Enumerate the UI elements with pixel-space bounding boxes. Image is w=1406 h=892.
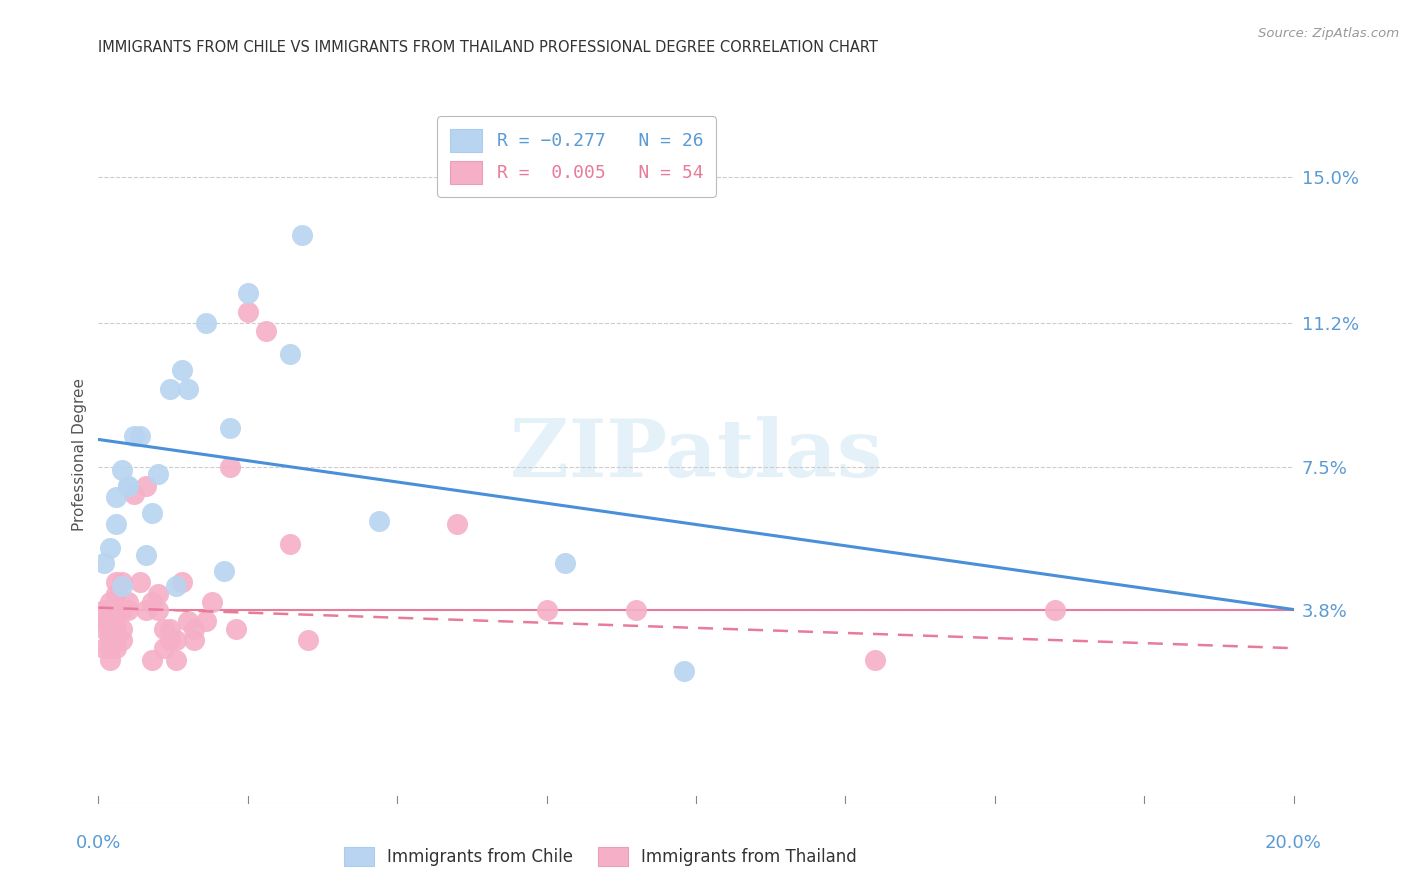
Point [105,614,128,628]
Point [105,641,128,656]
Point [219,421,242,435]
Point [195,317,218,331]
Point [673,665,696,679]
Point [111,575,134,590]
Point [148,602,170,616]
Point [141,653,163,667]
Point [105,587,128,601]
Point [172,363,194,377]
Point [212,564,235,578]
Point [159,382,181,396]
Point [278,347,301,361]
Point [165,633,187,648]
Point [135,479,157,493]
Point [536,602,558,616]
Text: Source: ZipAtlas.com: Source: ZipAtlas.com [1258,27,1399,40]
Legend: Immigrants from Chile, Immigrants from Thailand: Immigrants from Chile, Immigrants from T… [335,838,866,874]
Point [129,428,152,442]
Y-axis label: Professional Degree: Professional Degree [72,378,87,532]
Point [201,595,224,609]
Point [129,575,152,590]
Text: ZIPatlas: ZIPatlas [510,416,882,494]
Point [117,479,139,493]
Point [865,653,887,667]
Point [159,622,181,636]
Point [105,517,128,532]
Point [1043,602,1066,616]
Point [98,633,122,648]
Point [554,556,576,570]
Point [236,285,259,300]
Point [165,579,187,593]
Point [93,556,115,570]
Point [254,324,277,338]
Point [165,653,187,667]
Point [105,491,128,505]
Point [105,602,128,616]
Point [177,382,200,396]
Point [117,479,139,493]
Point [183,622,205,636]
Point [93,614,115,628]
Point [117,595,139,609]
Text: IMMIGRANTS FROM CHILE VS IMMIGRANTS FROM THAILAND PROFESSIONAL DEGREE CORRELATIO: IMMIGRANTS FROM CHILE VS IMMIGRANTS FROM… [98,40,879,55]
Point [117,602,139,616]
Point [177,614,200,628]
Point [105,575,128,590]
Point [98,595,122,609]
Point [368,514,391,528]
Point [183,633,205,648]
Point [111,579,134,593]
Point [111,602,134,616]
Point [236,305,259,319]
Point [111,633,134,648]
Point [124,486,146,500]
Point [93,622,115,636]
Point [291,227,314,242]
Text: 0.0%: 0.0% [76,834,121,852]
Text: 20.0%: 20.0% [1265,834,1322,852]
Point [153,641,176,656]
Point [141,595,163,609]
Point [98,602,122,616]
Point [297,633,319,648]
Point [98,625,122,640]
Point [159,633,181,648]
Point [225,622,247,636]
Point [172,575,194,590]
Point [111,463,134,477]
Point [111,622,134,636]
Point [98,641,122,656]
Point [124,428,146,442]
Point [148,467,170,482]
Point [626,602,648,616]
Point [153,622,176,636]
Point [148,587,170,601]
Point [135,602,157,616]
Point [135,549,157,563]
Point [93,641,115,656]
Point [141,506,163,520]
Point [98,541,122,555]
Point [219,459,242,474]
Point [446,517,468,532]
Point [278,537,301,551]
Point [195,614,218,628]
Point [105,622,128,636]
Point [98,653,122,667]
Point [93,602,115,616]
Point [105,633,128,648]
